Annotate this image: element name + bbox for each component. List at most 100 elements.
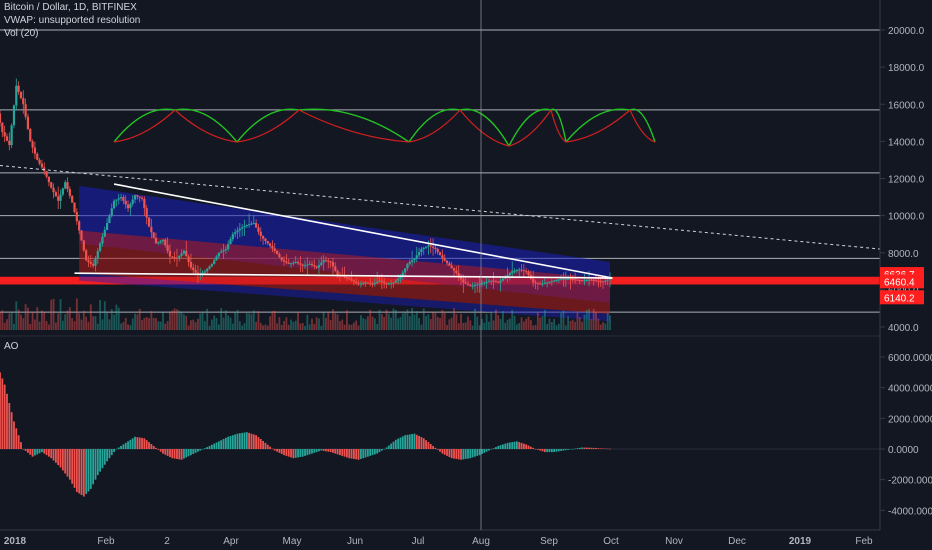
ao-bar	[248, 432, 251, 449]
candle-body	[366, 282, 369, 284]
candle-body	[101, 236, 104, 244]
candle-body	[380, 280, 383, 282]
candle-body	[227, 244, 230, 250]
ao-legend[interactable]: AO	[4, 341, 19, 352]
candle-body	[371, 283, 374, 285]
ao-bar	[227, 436, 230, 449]
volume-bar	[408, 316, 411, 330]
ao-bar	[159, 449, 162, 452]
ao-bar	[408, 434, 411, 449]
candle-body	[483, 282, 486, 284]
ao-bar	[511, 442, 514, 449]
volume-bar	[583, 314, 586, 330]
volume-bar	[469, 320, 472, 330]
ao-bar	[208, 445, 211, 449]
candle-body	[411, 260, 414, 263]
volume-bar	[292, 321, 295, 330]
candle-body	[19, 91, 23, 99]
red-arc	[550, 109, 567, 143]
price-tick-label: 10000.0	[888, 212, 925, 223]
candle-body	[92, 263, 95, 266]
candle-body	[80, 230, 83, 241]
symbol-legend[interactable]: Bitcoin / Dollar, 1D, BITFINEX	[4, 2, 137, 13]
ao-bar	[532, 447, 535, 449]
ao-bar	[36, 449, 39, 455]
volume-legend[interactable]: Vol (20)	[4, 28, 39, 39]
candle-body	[234, 232, 237, 235]
candle-body	[89, 262, 92, 264]
ao-bar	[527, 445, 530, 449]
ao-bar	[117, 447, 120, 449]
vwap-legend[interactable]: VWAP: unsupported resolution	[4, 15, 141, 26]
ao-tick-label: -2000.0000	[888, 476, 932, 487]
candle-body	[189, 262, 193, 268]
volume-bar	[0, 312, 1, 330]
volume-bar	[446, 325, 448, 330]
candle-body	[473, 284, 477, 286]
volume-bar	[306, 314, 309, 330]
candle-body	[133, 195, 137, 200]
volume-bar	[106, 312, 109, 330]
candle-body	[557, 279, 560, 281]
candles	[0, 78, 612, 294]
candle-body	[229, 239, 232, 245]
candle-body	[164, 239, 167, 246]
ao-bar	[471, 449, 474, 458]
candle-body	[287, 262, 290, 264]
green-arc	[508, 108, 552, 147]
time-axis[interactable]: 2018 Feb 2 Apr May Jun Jul Aug Sep Oct Nov Dec 2019 F…	[4, 536, 873, 547]
candle-body	[457, 273, 460, 277]
volume-bar	[308, 324, 311, 330]
candle-body	[150, 226, 153, 233]
ao-bar	[376, 449, 379, 454]
volume-bar	[585, 310, 588, 330]
ao-bar	[217, 441, 220, 449]
ao-bar	[397, 438, 400, 449]
ao-bar	[443, 449, 446, 455]
volume-bar	[436, 316, 439, 330]
candle-body	[303, 265, 307, 267]
volume-bar	[192, 319, 195, 330]
ao-bar	[50, 449, 53, 459]
ao-bar	[311, 449, 313, 454]
candle-body	[40, 163, 44, 168]
ao-bar	[201, 449, 204, 450]
volume-bar	[502, 311, 504, 330]
volume-bar	[508, 318, 511, 330]
volume-bar	[597, 318, 600, 330]
ao-bar	[103, 449, 106, 465]
volume-bar	[327, 312, 330, 330]
ao-bar	[553, 449, 556, 453]
ao-bar	[210, 444, 213, 449]
ao-bar	[588, 447, 590, 449]
ao-histogram	[0, 372, 880, 497]
volume-bar	[264, 324, 267, 330]
volume-bar	[280, 325, 283, 330]
ao-bar	[329, 449, 332, 453]
volume-bar	[234, 311, 237, 330]
ao-bar	[434, 447, 437, 449]
ao-bar	[197, 449, 199, 452]
volume-bar	[122, 321, 125, 330]
ao-bar	[422, 438, 425, 449]
ao-bar	[38, 449, 41, 454]
ao-bar	[1, 378, 4, 449]
ao-bar	[61, 449, 64, 471]
ao-bar	[602, 448, 604, 449]
ao-bar	[94, 449, 97, 480]
ao-tick-label: -4000.0000	[888, 506, 932, 517]
ao-bar	[455, 449, 458, 459]
volume-bar	[73, 321, 76, 330]
volume-bar	[103, 301, 106, 330]
ao-bar	[394, 439, 397, 449]
ao-bar	[508, 442, 511, 449]
ao-tick-label: 0.0000	[888, 445, 919, 456]
ao-axis[interactable]: 6000.0000 4000.0000 2000.0000 0.0000 -2000.0…	[880, 353, 932, 517]
ao-bar	[129, 439, 132, 449]
ao-bar	[15, 428, 18, 449]
candle-body	[217, 252, 220, 257]
ao-bar	[543, 449, 546, 453]
volume-bar	[453, 308, 455, 330]
